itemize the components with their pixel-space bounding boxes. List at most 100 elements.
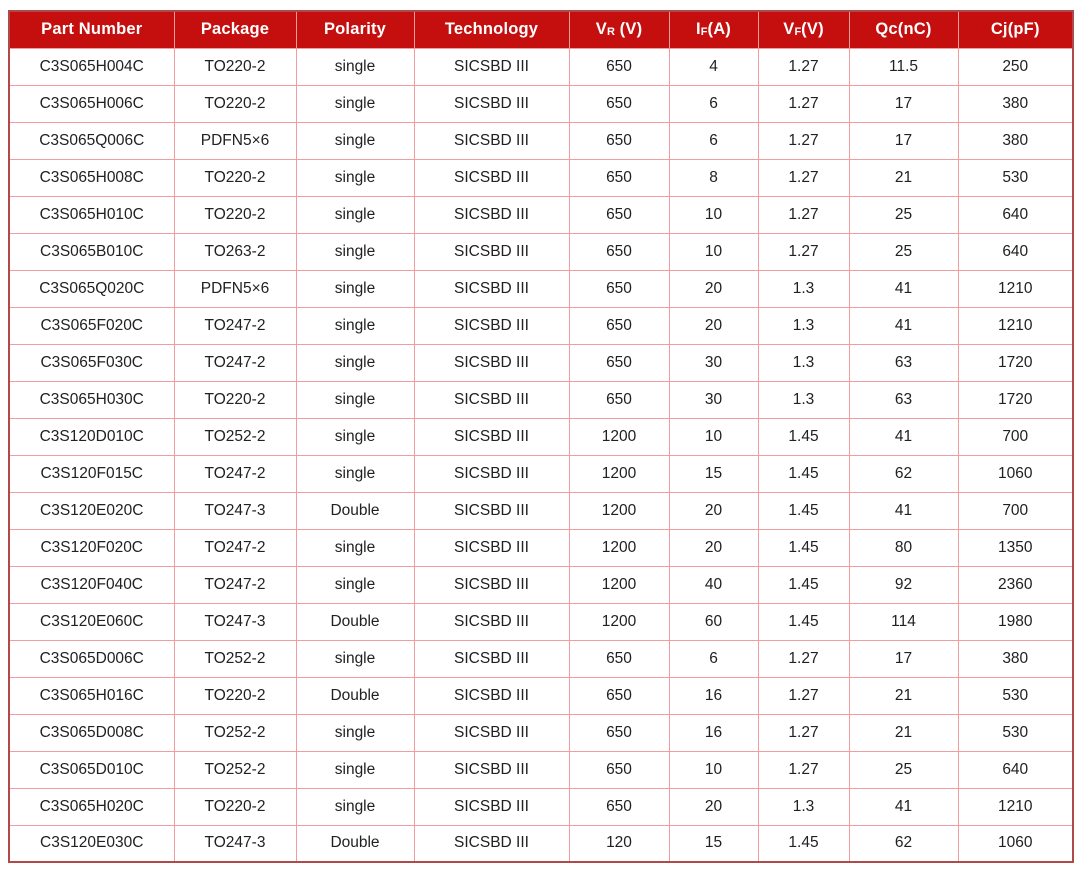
table-cell: C3S065D008C [8, 713, 175, 752]
table-row: C3S065H030C TO220-2 single SICSBD III 650 30 1… [8, 380, 1074, 419]
table-cell: TO247-3 [173, 824, 297, 863]
table-cell: 114 [848, 602, 959, 641]
table-cell: 16 [668, 713, 759, 752]
column-header-polarity: Polarity [295, 10, 415, 49]
table-row: C3S120F020C TO247-2 single SICSBD III 1200 20… [8, 528, 1074, 567]
table-cell: 650 [568, 158, 670, 197]
table-cell: 530 [957, 158, 1074, 197]
table-cell: 1.3 [757, 380, 850, 419]
table-cell: SICSBD III [413, 417, 570, 456]
table-cell: 1.27 [757, 232, 850, 271]
table-cell: 530 [957, 713, 1074, 752]
column-header-if: IF(A) [668, 10, 759, 49]
table-cell: 1.45 [757, 491, 850, 530]
table-header: Part Number Package Polarity Technology … [8, 10, 1074, 49]
table-cell: 21 [848, 676, 959, 715]
table-cell: SICSBD III [413, 639, 570, 678]
table-cell: TO247-2 [173, 528, 297, 567]
table-cell: SICSBD III [413, 491, 570, 530]
table-cell: SICSBD III [413, 787, 570, 826]
table-cell: 20 [668, 528, 759, 567]
header-label: V [595, 20, 607, 39]
header-label: Qc(nC) [875, 20, 932, 39]
table-cell: 650 [568, 232, 670, 271]
column-header-vf: VF(V) [757, 10, 850, 49]
table-cell: 8 [668, 158, 759, 197]
table-cell: 1.3 [757, 306, 850, 345]
table-cell: 1.45 [757, 565, 850, 604]
column-header-package: Package [173, 10, 297, 49]
table-cell: 10 [668, 417, 759, 456]
table-cell: single [295, 269, 415, 308]
header-label: Package [200, 20, 270, 39]
table-cell: 6 [668, 639, 759, 678]
table-cell: 62 [848, 824, 959, 863]
header-label: I [695, 20, 701, 39]
table-cell: 16 [668, 676, 759, 715]
table-cell: 1.27 [757, 713, 850, 752]
table-row: C3S065H006C TO220-2 single SICSBD III 650 6 1.… [8, 84, 1074, 123]
table-cell: 21 [848, 713, 959, 752]
table-row: C3S065H016C TO220-2 Double SICSBD III 650 16 1… [8, 676, 1074, 715]
table-cell: 650 [568, 713, 670, 752]
table-cell: SICSBD III [413, 306, 570, 345]
table-cell: SICSBD III [413, 47, 570, 86]
table-cell: 640 [957, 232, 1074, 271]
table-cell: 63 [848, 343, 959, 382]
table-cell: 1060 [957, 824, 1074, 863]
table-cell: TO252-2 [173, 713, 297, 752]
table-row: C3S065H008C TO220-2 single SICSBD III 650 8 1.… [8, 158, 1074, 197]
table-cell: 650 [568, 195, 670, 234]
table-cell: SICSBD III [413, 676, 570, 715]
table-cell: Double [295, 602, 415, 641]
table-cell: C3S065Q020C [8, 269, 175, 308]
table-cell: C3S065H016C [8, 676, 175, 715]
table-cell: 380 [957, 639, 1074, 678]
table-cell: SICSBD III [413, 602, 570, 641]
table-cell: 60 [668, 602, 759, 641]
table-cell: 1.27 [757, 750, 850, 789]
table-cell: C3S120D010C [8, 417, 175, 456]
table-cell: SICSBD III [413, 121, 570, 160]
table-cell: C3S120E030C [8, 824, 175, 863]
table-cell: 1980 [957, 602, 1074, 641]
table-cell: single [295, 232, 415, 271]
table-cell: C3S120F015C [8, 454, 175, 493]
table-row: C3S065H010C TO220-2 single SICSBD III 650 10 1… [8, 195, 1074, 234]
table-cell: SICSBD III [413, 84, 570, 123]
header-label: V [783, 20, 795, 39]
table-cell: 1200 [568, 417, 670, 456]
table-cell: TO220-2 [173, 158, 297, 197]
table-cell: 1.27 [757, 676, 850, 715]
table-cell: 1.45 [757, 454, 850, 493]
table-cell: 650 [568, 380, 670, 419]
table-cell: C3S065H010C [8, 195, 175, 234]
table-cell: single [295, 417, 415, 456]
table-cell: 380 [957, 121, 1074, 160]
table-cell: 25 [848, 750, 959, 789]
table-cell: 700 [957, 491, 1074, 530]
header-label: Technology [444, 20, 539, 39]
table-cell: 1.27 [757, 121, 850, 160]
table-cell: single [295, 380, 415, 419]
table-cell: 1.45 [757, 602, 850, 641]
table-cell: 10 [668, 232, 759, 271]
table-cell: C3S120E060C [8, 602, 175, 641]
table-cell: single [295, 565, 415, 604]
table-cell: 1210 [957, 787, 1074, 826]
header-unit: (V) [614, 20, 643, 39]
table-cell: 1210 [957, 306, 1074, 345]
table-cell: 20 [668, 491, 759, 530]
table-cell: 1350 [957, 528, 1074, 567]
table-cell: 1.27 [757, 195, 850, 234]
table-cell: 6 [668, 121, 759, 160]
table-cell: single [295, 47, 415, 86]
table-cell: 25 [848, 232, 959, 271]
table-cell: SICSBD III [413, 565, 570, 604]
column-header-cj: Cj(pF) [957, 10, 1074, 49]
table-cell: 530 [957, 676, 1074, 715]
table-cell: TO220-2 [173, 380, 297, 419]
table-cell: single [295, 343, 415, 382]
table-row: C3S065Q020C PDFN5×6 single SICSBD III 650 20 1… [8, 269, 1074, 308]
table-cell: 25 [848, 195, 959, 234]
